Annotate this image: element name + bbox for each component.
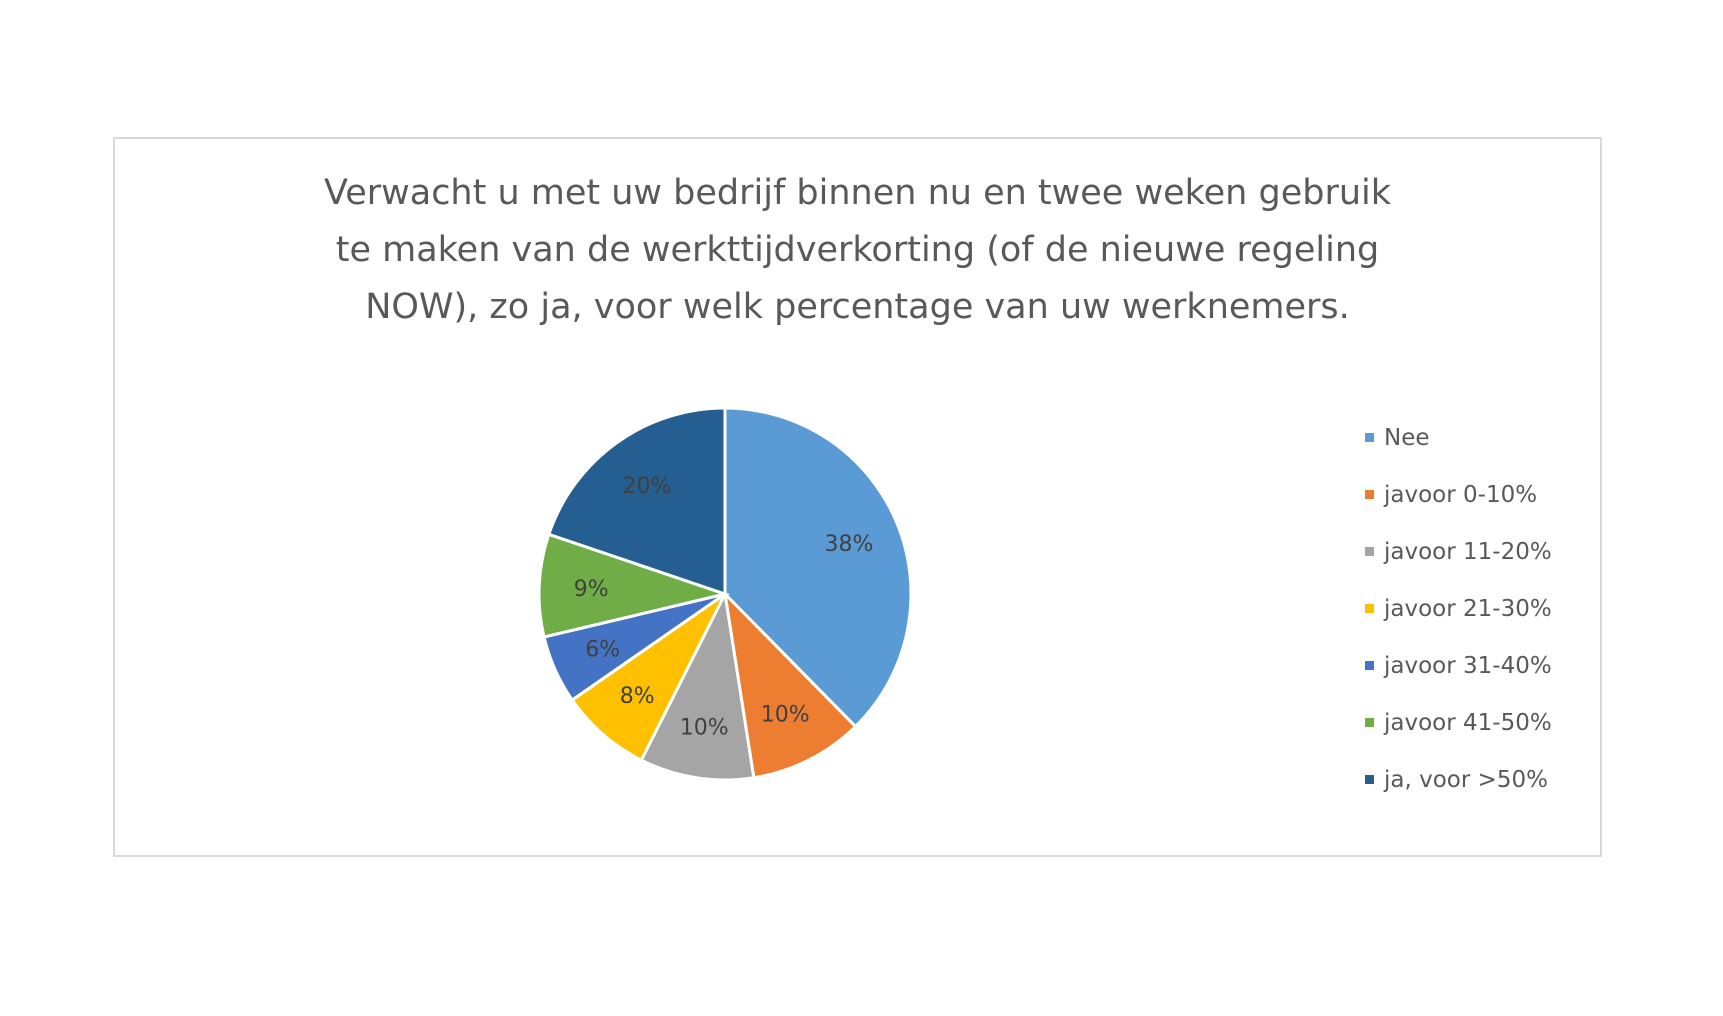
legend-swatch xyxy=(1365,718,1374,727)
data-label: 20% xyxy=(623,474,672,499)
data-label: 8% xyxy=(620,684,655,709)
legend-swatch xyxy=(1365,490,1374,499)
legend-label: ja, voor >50% xyxy=(1384,766,1549,793)
pie-slice xyxy=(546,406,727,597)
pie-slice xyxy=(722,589,858,780)
pie-slice xyxy=(723,406,913,729)
chart-title-line: NOW), zo ja, voor welk percentage van uw… xyxy=(365,287,1350,327)
legend-label: javoor 11-20% xyxy=(1384,538,1552,565)
legend-label: javoor 31-40% xyxy=(1384,652,1552,679)
pie-slice xyxy=(537,532,731,639)
pie-slice xyxy=(639,589,756,782)
legend-item: javoor 0-10% xyxy=(1365,466,1552,523)
legend: Nee javoor 0-10% javoor 11-20% javoor 21-30… xyxy=(1365,409,1552,808)
legend-swatch xyxy=(1365,547,1374,556)
legend-item: ja, voor >50% xyxy=(1365,751,1552,808)
legend-swatch xyxy=(1365,661,1374,670)
pie-slice xyxy=(570,592,727,763)
legend-swatch xyxy=(1365,433,1374,442)
data-label: 9% xyxy=(574,577,609,602)
legend-item: javoor 31-40% xyxy=(1365,637,1552,694)
legend-label: javoor 0-10% xyxy=(1384,481,1538,508)
legend-item: javoor 11-20% xyxy=(1365,523,1552,580)
chart-area: Verwacht u met uw bedrijf binnen nu en t… xyxy=(113,137,1602,857)
legend-item: javoor 21-30% xyxy=(1365,580,1552,637)
legend-label: Nee xyxy=(1384,424,1430,451)
data-label: 10% xyxy=(761,703,810,728)
legend-swatch xyxy=(1365,775,1374,784)
data-label: 38% xyxy=(824,532,873,557)
chart-title: Verwacht u met uw bedrijf binnen nu en t… xyxy=(115,165,1600,336)
data-label: 6% xyxy=(585,638,620,663)
chart-title-line: te maken van de werkttijdverkorting (of … xyxy=(335,230,1380,270)
legend-item: Nee xyxy=(1365,409,1552,466)
legend-swatch xyxy=(1365,604,1374,613)
data-label: 10% xyxy=(680,715,729,740)
legend-label: javoor 41-50% xyxy=(1384,709,1552,736)
legend-label: javoor 21-30% xyxy=(1384,595,1552,622)
legend-item: javoor 41-50% xyxy=(1365,694,1552,751)
chart-title-line: Verwacht u met uw bedrijf binnen nu en t… xyxy=(323,173,1392,213)
pie-chart: 38% 10% 10% 8%6% 9% 20% xyxy=(537,406,913,782)
